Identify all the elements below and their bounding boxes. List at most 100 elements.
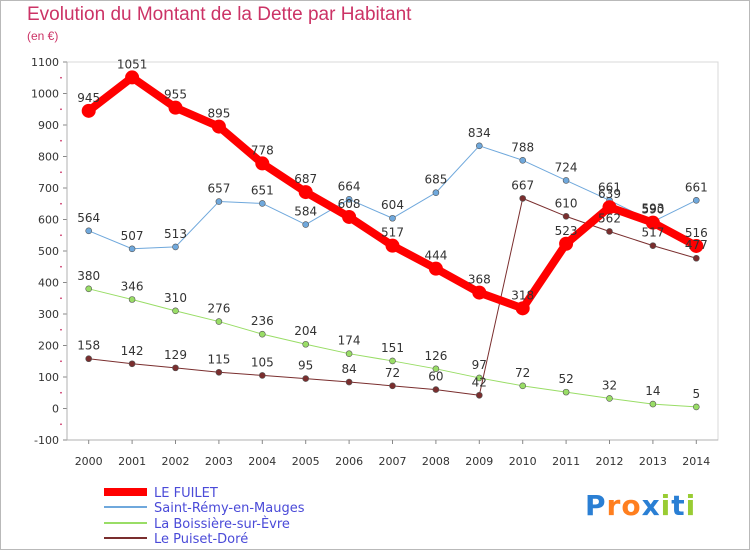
data-point — [519, 156, 527, 164]
data-label: 584 — [294, 205, 317, 219]
x-tick-label: 2010 — [509, 455, 537, 468]
x-tick-label: 2000 — [75, 455, 103, 468]
data-label: 95 — [298, 359, 313, 373]
data-label: 593 — [641, 202, 664, 216]
data-point — [519, 195, 527, 202]
data-label: 477 — [685, 238, 708, 252]
y-minor-dot — [60, 328, 62, 331]
data-label: 105 — [251, 355, 274, 369]
data-point — [562, 177, 570, 184]
data-point — [125, 70, 140, 85]
data-label: 380 — [77, 269, 100, 283]
data-label: 72 — [515, 366, 530, 380]
data-point — [385, 238, 400, 253]
data-label: 516 — [685, 226, 708, 240]
data-point — [81, 103, 96, 118]
data-point — [302, 340, 310, 348]
y-tick-label: 100 — [38, 371, 59, 384]
data-point — [562, 213, 570, 220]
data-point — [389, 214, 396, 222]
data-point — [302, 375, 310, 382]
y-minor-dot — [60, 297, 62, 300]
legend-label: LE FUILET — [154, 486, 218, 501]
data-point — [302, 221, 310, 228]
data-label: 126 — [424, 349, 447, 363]
data-point — [559, 236, 574, 251]
x-tick-label: 2003 — [205, 455, 233, 468]
data-label: 639 — [598, 187, 621, 201]
data-point — [515, 301, 530, 316]
data-point — [692, 254, 700, 262]
data-point — [519, 382, 527, 390]
data-label: 661 — [598, 180, 621, 194]
data-label: 151 — [381, 341, 404, 355]
data-label: 657 — [207, 182, 230, 196]
data-label: 1051 — [117, 57, 148, 71]
data-label: 129 — [164, 348, 187, 362]
data-point — [345, 378, 353, 386]
data-point — [389, 382, 396, 390]
x-tick-label: 2008 — [422, 455, 450, 468]
data-label: 517 — [641, 226, 664, 240]
data-point — [472, 285, 487, 300]
data-point — [345, 350, 353, 357]
data-point — [606, 395, 613, 402]
data-point — [258, 372, 266, 379]
data-point — [432, 189, 440, 197]
y-tick-label: 300 — [38, 308, 59, 321]
y-tick-label: 0 — [52, 403, 59, 416]
data-point — [345, 196, 353, 203]
data-point — [342, 209, 357, 224]
data-label: 661 — [685, 180, 708, 194]
data-label: 42 — [472, 375, 487, 389]
data-label: 724 — [555, 160, 578, 174]
data-label: 945 — [77, 91, 100, 105]
data-label: 5 — [692, 387, 700, 401]
data-point — [172, 243, 179, 251]
data-label: 562 — [598, 211, 621, 225]
data-label: 685 — [424, 173, 447, 187]
data-label: 444 — [424, 249, 447, 263]
y-tick-label: 500 — [38, 245, 59, 258]
data-label: 72 — [385, 366, 400, 380]
data-point — [649, 242, 657, 249]
y-minor-dot — [60, 202, 62, 205]
data-point — [389, 357, 396, 365]
y-minor-dot — [60, 234, 62, 237]
data-label: 513 — [164, 227, 187, 241]
y-tick-label: -100 — [34, 434, 59, 447]
data-label: 174 — [338, 334, 361, 348]
data-label: 664 — [338, 179, 361, 193]
x-tick-label: 2005 — [292, 455, 320, 468]
chart-title: Evolution du Montant de la Dette par Hab… — [27, 4, 412, 25]
y-minor-dot — [60, 360, 62, 363]
data-label: 346 — [121, 280, 144, 294]
data-label: 60 — [428, 370, 443, 384]
y-minor-dot — [60, 139, 62, 142]
data-point — [602, 200, 617, 215]
x-tick-label: 2004 — [248, 455, 276, 468]
data-point — [128, 245, 136, 253]
data-label: 14 — [645, 384, 660, 398]
y-tick-label: 200 — [38, 340, 59, 353]
data-label: 204 — [294, 324, 317, 338]
data-point — [255, 156, 270, 171]
y-tick-label: 1000 — [31, 88, 59, 101]
data-point — [215, 198, 223, 205]
legend-label: Saint-Rémy-en-Mauges — [154, 501, 305, 516]
x-tick-label: 2011 — [552, 455, 580, 468]
data-point — [649, 400, 657, 408]
legend-label: La Boissière-sur-Èvre — [154, 516, 290, 532]
data-label: 610 — [555, 196, 578, 210]
data-point — [475, 391, 483, 399]
data-label: 834 — [468, 126, 491, 140]
data-label: 651 — [251, 183, 274, 197]
data-point — [692, 403, 700, 411]
y-tick-label: 400 — [38, 277, 59, 290]
x-tick-label: 2006 — [335, 455, 363, 468]
legend-label: Le Puiset-Doré — [154, 532, 248, 547]
data-point — [432, 386, 440, 393]
x-tick-label: 2012 — [596, 455, 624, 468]
data-point — [172, 307, 179, 315]
